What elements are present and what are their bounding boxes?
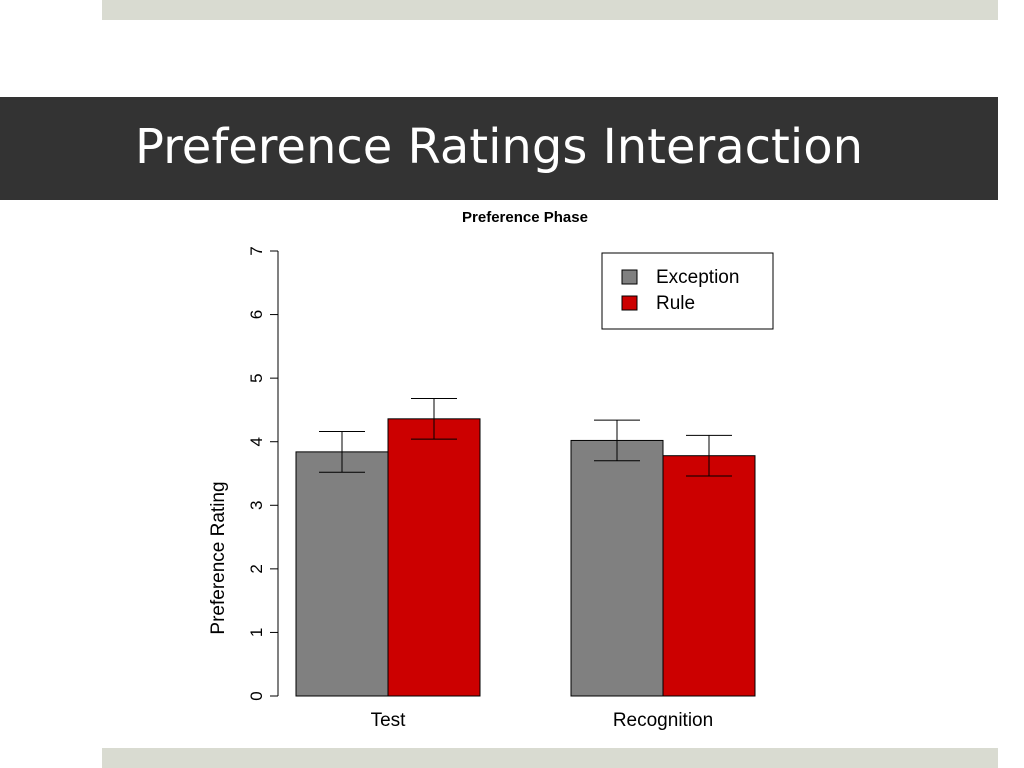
chart-panel: Preference Phase 0 1 2 3 4 5 6 7 Preference Rat… [206,200,787,756]
bar-exception-recognition [570,439,664,697]
y-tick-label: 2 [247,564,266,573]
y-axis-label: Preference Rating [208,481,229,634]
error-bar [319,431,365,473]
bar-rule-recognition [662,455,756,697]
legend-swatch-exception [621,269,638,285]
chart-title: Preference Phase [462,209,588,226]
bar-exception-test [295,451,389,697]
top-decorative-strip [102,0,998,20]
y-tick-label: 3 [247,501,266,510]
y-tick-label: 4 [247,437,266,446]
error-bar [686,434,732,477]
x-axis-labels: Test Recognition [371,710,714,731]
legend-swatch-rule [621,295,638,311]
legend: Exception Rule [601,252,774,330]
y-axis: 0 1 2 3 4 5 6 7 [247,246,279,701]
title-bar: Preference Ratings Interaction [0,97,998,200]
bottom-decorative-strip [102,748,998,768]
slide-title: Preference Ratings Interaction [135,119,863,175]
x-tick-label: Test [371,710,407,731]
y-tick-label: 0 [247,691,266,700]
error-bars-group [319,397,732,477]
error-bar [594,419,640,462]
bar-rule-test [387,418,481,697]
legend-label-rule: Rule [656,293,695,314]
y-tick-label: 5 [247,373,266,382]
y-tick-label: 6 [247,310,266,319]
y-tick-label: 1 [247,628,266,637]
y-tick-label: 7 [247,246,266,255]
bars-group [295,418,756,697]
error-bar [411,397,457,440]
bar-chart: Preference Phase 0 1 2 3 4 5 6 7 Preference Rat… [208,209,774,731]
legend-label-exception: Exception [656,267,739,288]
legend-box [601,252,774,330]
x-tick-label: Recognition [613,710,713,731]
